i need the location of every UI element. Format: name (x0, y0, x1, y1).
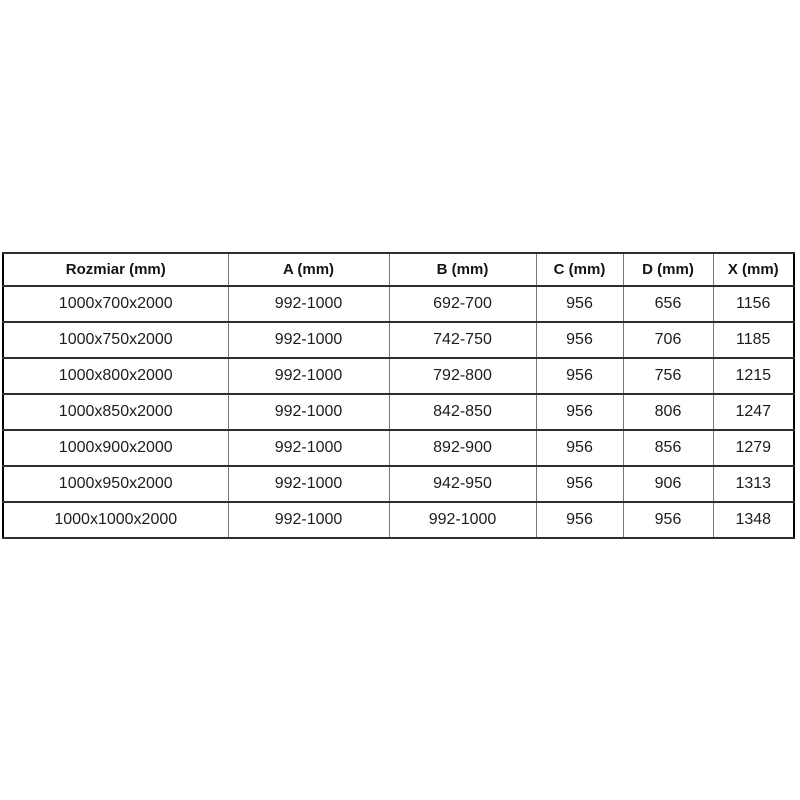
table-cell: 906 (622, 465, 714, 503)
table-cell: 1000x900x2000 (2, 429, 229, 467)
column-header-a: A (mm) (227, 252, 390, 287)
table-row: 1000x1000x2000 992-1000 992-1000 956 956 1348 (2, 501, 795, 539)
table-cell: 992-1000 (227, 429, 390, 467)
table-cell: 992-1000 (227, 357, 390, 395)
column-header-x: X (mm) (712, 252, 795, 287)
table-cell: 856 (622, 429, 714, 467)
table-cell: 992-1000 (227, 465, 390, 503)
table-cell: 1000x800x2000 (2, 357, 229, 395)
table-cell: 1215 (712, 357, 795, 395)
table-cell: 942-950 (388, 465, 537, 503)
table-row: 1000x800x2000 992-1000 792-800 956 756 1215 (2, 357, 795, 395)
table-cell: 742-750 (388, 321, 537, 359)
table-cell: 1156 (712, 285, 795, 323)
table-row: 1000x900x2000 992-1000 892-900 956 856 1279 (2, 429, 795, 467)
dimension-table-container: Rozmiar (mm) A (mm) B (mm) C (mm) D (mm)… (2, 252, 795, 539)
table-row: 1000x950x2000 992-1000 942-950 956 906 1313 (2, 465, 795, 503)
table-cell: 706 (622, 321, 714, 359)
table-cell: 1000x950x2000 (2, 465, 229, 503)
table-cell: 1348 (712, 501, 795, 539)
table-cell: 656 (622, 285, 714, 323)
table-cell: 956 (535, 393, 624, 431)
column-header-d: D (mm) (622, 252, 714, 287)
table-cell: 992-1000 (227, 285, 390, 323)
table-header: Rozmiar (mm) A (mm) B (mm) C (mm) D (mm)… (2, 252, 795, 287)
table-row: 1000x850x2000 992-1000 842-850 956 806 1247 (2, 393, 795, 431)
table-cell: 992-1000 (227, 501, 390, 539)
table-cell: 842-850 (388, 393, 537, 431)
table-cell: 1247 (712, 393, 795, 431)
table-row: 1000x700x2000 992-1000 692-700 956 656 1156 (2, 285, 795, 323)
table-cell: 1000x700x2000 (2, 285, 229, 323)
table-row: 1000x750x2000 992-1000 742-750 956 706 1185 (2, 321, 795, 359)
column-header-b: B (mm) (388, 252, 537, 287)
table-cell: 756 (622, 357, 714, 395)
table-cell: 956 (535, 321, 624, 359)
table-body: 1000x700x2000 992-1000 692-700 956 656 1156 10… (2, 285, 795, 539)
column-header-rozmiar: Rozmiar (mm) (2, 252, 229, 287)
table-cell: 956 (535, 465, 624, 503)
table-cell: 1000x750x2000 (2, 321, 229, 359)
table-cell: 892-900 (388, 429, 537, 467)
table-cell: 992-1000 (388, 501, 537, 539)
column-header-c: C (mm) (535, 252, 624, 287)
table-cell: 956 (535, 285, 624, 323)
table-cell: 1279 (712, 429, 795, 467)
table-cell: 1313 (712, 465, 795, 503)
table-cell: 1185 (712, 321, 795, 359)
table-header-row: Rozmiar (mm) A (mm) B (mm) C (mm) D (mm)… (2, 252, 795, 287)
table-cell: 956 (622, 501, 714, 539)
table-cell: 956 (535, 501, 624, 539)
table-cell: 1000x850x2000 (2, 393, 229, 431)
table-cell: 806 (622, 393, 714, 431)
table-cell: 956 (535, 357, 624, 395)
table-cell: 692-700 (388, 285, 537, 323)
table-cell: 1000x1000x2000 (2, 501, 229, 539)
table-cell: 792-800 (388, 357, 537, 395)
table-cell: 992-1000 (227, 393, 390, 431)
table-cell: 992-1000 (227, 321, 390, 359)
table-cell: 956 (535, 429, 624, 467)
dimension-table: Rozmiar (mm) A (mm) B (mm) C (mm) D (mm)… (2, 252, 795, 539)
